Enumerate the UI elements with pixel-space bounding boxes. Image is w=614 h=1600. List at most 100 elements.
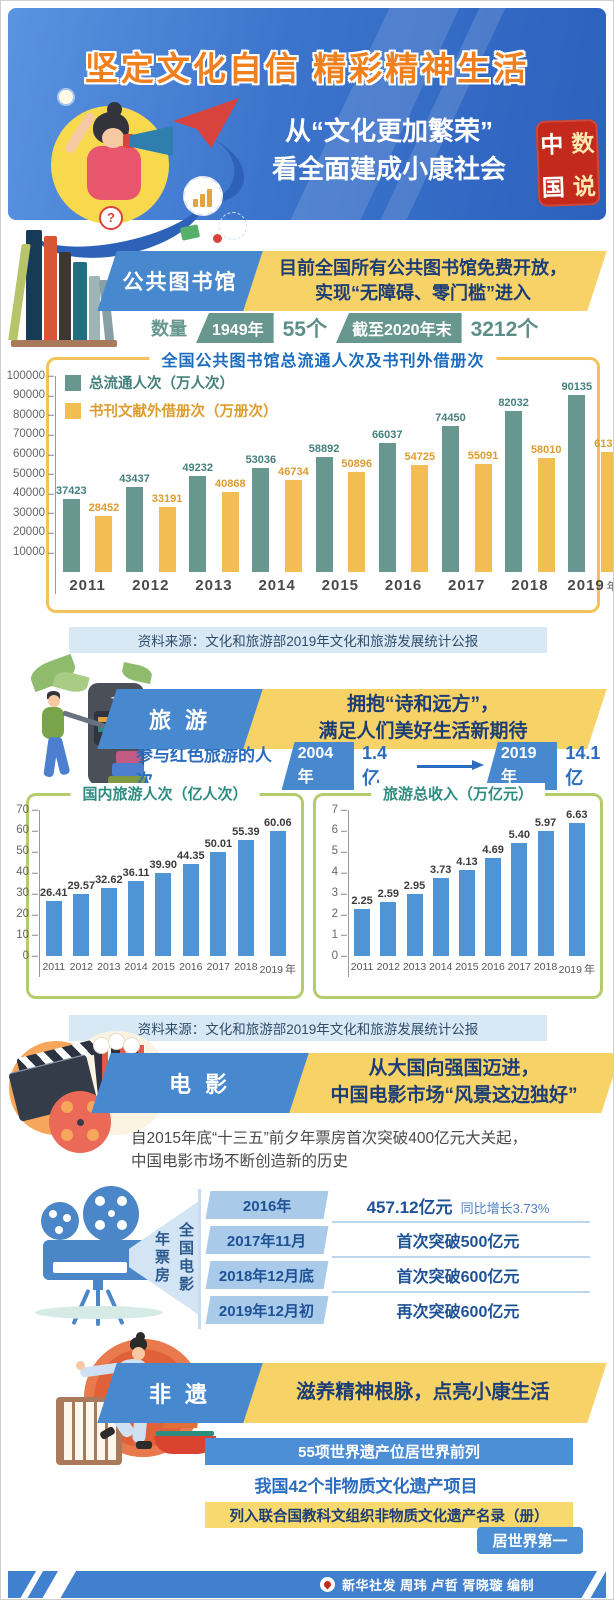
bars-area: 37423 28452 2011 43437 33191 2012 49232 40868 20…	[55, 376, 613, 594]
vertical-label-right: 全国电影	[177, 1222, 194, 1294]
y-axis-tick: 40000	[13, 486, 54, 499]
seal-char: 中	[539, 130, 564, 158]
table-row: 2019年12月初 再次突破600亿元	[204, 1294, 590, 1326]
chart-column: 36.11 2014	[123, 810, 150, 977]
y-axis-tick: 10000	[13, 545, 54, 558]
red-dot-shape	[213, 234, 222, 243]
bar-value-label: 3.73	[430, 864, 452, 877]
source-note: 资料来源：文化和旅游部2019年文化和旅游发展统计公报	[69, 627, 547, 653]
red-from-badge: 2004年	[281, 742, 354, 790]
bar	[568, 823, 585, 956]
bar-value-label: 4.13	[456, 855, 478, 868]
bar-value-label: 36.11	[122, 866, 150, 879]
bar-value-label: 55091	[467, 450, 499, 463]
y-axis-tick: 50000	[13, 467, 54, 480]
y-axis-tick: 90000	[13, 388, 54, 401]
bar	[537, 458, 555, 572]
bar	[474, 464, 492, 572]
y-axis-tick: 100000	[6, 369, 55, 382]
x-axis-label: 2016	[384, 577, 423, 594]
movie-headline: 从大国向强国迈进， 中国电影市场“风景这边独好”	[301, 1053, 607, 1113]
table-row: 2017年11月 首次突破500亿元	[204, 1224, 590, 1258]
y-axis-tick: 30000	[13, 506, 54, 519]
milestone-value: 457.12亿元	[366, 1197, 453, 1217]
value-cell: 457.12亿元 同比增长3.73%	[326, 1193, 590, 1218]
chart-column: 5.97 2018	[532, 810, 558, 977]
footer-slash-shape	[17, 1571, 46, 1598]
bar-value-label: 61373	[594, 437, 613, 450]
bar-value-label: 58010	[530, 444, 562, 457]
dashed-circle-shape	[219, 212, 247, 240]
y-axis-tick: 30	[16, 886, 38, 899]
count-to-badge: 截至2020年末	[335, 313, 462, 343]
ich-projects-stat: 我国42个非物质文化遗产项目	[254, 1477, 478, 1496]
y-axis-tick: 6	[331, 824, 349, 837]
bars-area: 2.25 2011 2.59 2012 2.95 2013 3.73 2014 4.13 2015…	[348, 810, 595, 977]
chart-column: 90135 61373 2019年	[561, 376, 613, 594]
period-cell: 2016年	[205, 1191, 329, 1219]
book-icon	[26, 230, 42, 340]
bar	[600, 451, 613, 572]
bar-value-label: 5.40	[508, 829, 531, 842]
chart-column: 39.90 2015	[150, 810, 178, 977]
x-axis-label: 2015	[455, 961, 479, 973]
count-from-value: 55个	[282, 318, 327, 341]
x-axis-label: 2011	[42, 961, 66, 973]
bar-group: 44.35	[177, 810, 205, 956]
library-headline-line2: 实现“无障碍、零门槛”进入	[315, 283, 531, 303]
person-hair-bun	[107, 102, 122, 117]
chart-title: 全国公共图书馆总流通人次及书刊外借册次	[149, 347, 497, 371]
chart-column: 2.59 2012	[375, 810, 401, 977]
tourism-section-banner: 旅 游 拥抱“诗和远方”， 满足人们美好生活新期待	[1, 689, 613, 749]
bar	[158, 506, 176, 572]
red-to-value: 14.1亿	[565, 742, 601, 788]
bar-group: 74450	[435, 376, 466, 572]
traveler-head	[48, 695, 60, 707]
chart-column: 66037 54725 2016	[372, 376, 435, 594]
chart-column: 5.40 2017	[506, 810, 532, 977]
xinhua-logo-icon	[320, 1577, 336, 1592]
x-axis-label: 2015	[151, 961, 175, 973]
red-from-value: 1.4 亿	[361, 742, 387, 788]
bar	[182, 863, 199, 956]
bar-group: 2.95	[404, 810, 425, 956]
traveler-body	[42, 707, 64, 739]
subtitle: 从“文化更加繁荣” 看全面建成小康社会	[236, 113, 542, 188]
box-office-vertical-label: 年票房 全国电影	[151, 1207, 196, 1309]
world-heritage-stat-bar: 55项世界遗产位居世界前列	[205, 1438, 573, 1465]
y-axis: 0 10 20 30 40 50 60 70	[16, 804, 40, 961]
bar-group: 5.40	[509, 810, 530, 956]
library-count-row: 数量 1949年 55个 截至2020年末 3212个	[151, 313, 538, 343]
footer-credit: 新华社发 周玮 卢哲 胥晓璇 编制	[342, 1578, 534, 1593]
bar-value-label: 90135	[561, 381, 593, 394]
bar-group: 66037	[372, 376, 403, 572]
x-axis-unit: 年	[583, 964, 595, 976]
legend-label: 总流通人次（万人次）	[89, 376, 234, 392]
bar-group: 55.39	[232, 810, 260, 956]
luggage-icon	[116, 751, 142, 764]
legend-item: 书刊文献外借册次（万册次）	[65, 400, 278, 421]
bar-value-label: 2.95	[403, 880, 426, 893]
unesco-list-stat-bar: 列入联合国教科文组织非物质文化遗产名录（册）	[205, 1502, 573, 1528]
bar-group: 4.69	[482, 810, 504, 956]
bar-group: 26.41	[40, 810, 68, 956]
bar-value-label: 40868	[214, 477, 246, 490]
y-axis: 0 1 2 3 4 5 6 7	[320, 804, 349, 961]
bar-value-label: 60.06	[264, 816, 292, 829]
chart-column: 2.95 2013	[401, 810, 427, 977]
library-section-title: 公共图书馆	[122, 271, 238, 294]
popcorn-kernel	[123, 1037, 140, 1054]
chart-column: 53036 46734 2014	[246, 376, 309, 594]
value-cell: 再次突破600亿元	[396, 1304, 520, 1321]
y-axis-tick: 5	[331, 844, 349, 857]
x-axis-label: 2014	[258, 577, 296, 594]
x-axis-label: 2013	[97, 961, 121, 973]
chart-column: 32.62 2013	[95, 810, 123, 977]
x-axis-label: 2014	[124, 961, 148, 973]
x-axis-label: 2014	[429, 961, 453, 973]
bar	[252, 468, 270, 572]
y-axis-tick: 2	[331, 907, 349, 920]
chart-column: 44.35 2016	[177, 810, 205, 977]
movie-headline-line1: 从大国向强国迈进，	[368, 1058, 540, 1080]
